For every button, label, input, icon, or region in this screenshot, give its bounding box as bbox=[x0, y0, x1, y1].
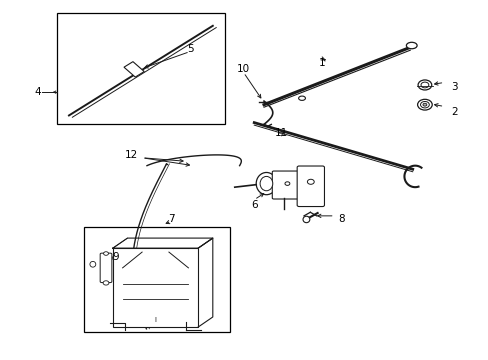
FancyBboxPatch shape bbox=[272, 171, 302, 199]
Ellipse shape bbox=[406, 42, 416, 49]
Ellipse shape bbox=[303, 216, 309, 223]
Ellipse shape bbox=[298, 96, 305, 100]
Text: 10: 10 bbox=[237, 64, 249, 74]
Ellipse shape bbox=[285, 182, 289, 185]
Ellipse shape bbox=[420, 82, 428, 88]
Ellipse shape bbox=[103, 252, 108, 255]
Text: 3: 3 bbox=[450, 82, 457, 92]
Text: 6: 6 bbox=[250, 200, 257, 210]
Ellipse shape bbox=[422, 103, 426, 106]
Bar bbox=[83, 226, 229, 332]
FancyBboxPatch shape bbox=[100, 253, 112, 283]
Text: 9: 9 bbox=[112, 252, 119, 262]
Text: I: I bbox=[154, 317, 156, 323]
Bar bbox=[124, 62, 144, 77]
Ellipse shape bbox=[417, 80, 431, 90]
FancyBboxPatch shape bbox=[297, 166, 324, 207]
Ellipse shape bbox=[90, 261, 96, 267]
Ellipse shape bbox=[417, 99, 431, 110]
Text: 2: 2 bbox=[450, 107, 457, 117]
Text: 12: 12 bbox=[124, 150, 138, 160]
Text: 4: 4 bbox=[34, 87, 41, 97]
Text: 8: 8 bbox=[338, 215, 345, 224]
Ellipse shape bbox=[260, 176, 272, 191]
Text: 11: 11 bbox=[274, 129, 287, 138]
Text: 7: 7 bbox=[168, 215, 174, 224]
Bar bbox=[113, 248, 198, 327]
Ellipse shape bbox=[307, 179, 314, 184]
Text: 1: 1 bbox=[319, 58, 325, 68]
Text: 5: 5 bbox=[187, 44, 194, 54]
Ellipse shape bbox=[103, 281, 109, 285]
Ellipse shape bbox=[420, 102, 428, 108]
Ellipse shape bbox=[256, 172, 276, 195]
Bar bbox=[57, 13, 224, 125]
